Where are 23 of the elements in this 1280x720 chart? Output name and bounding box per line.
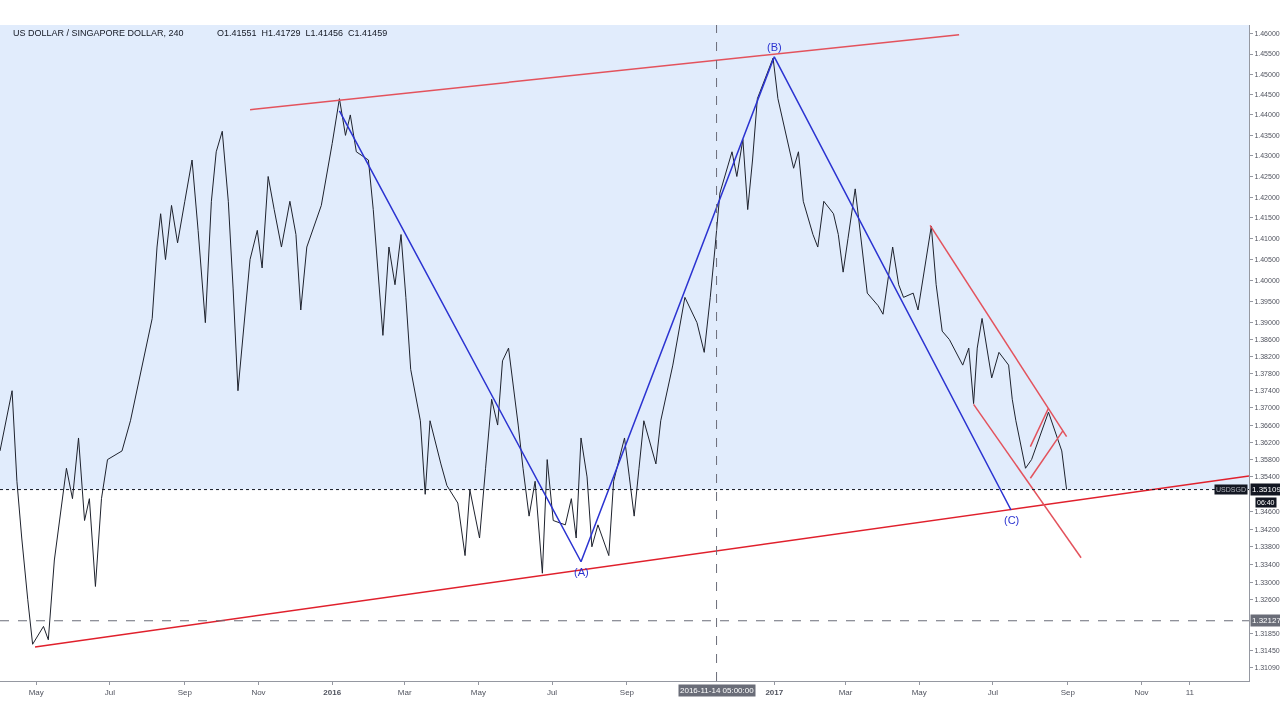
annotation: (B) xyxy=(767,41,782,53)
x-tick-label: Jul xyxy=(104,687,116,697)
chart-title: US DOLLAR / SINGAPORE DOLLAR, 240 xyxy=(13,28,184,39)
chart-subtitle: O1.41551 H1.41729 L1.41456 C1.41459 xyxy=(217,28,388,38)
x-tick-label: Sep xyxy=(619,687,635,697)
x-tick-label: Nov xyxy=(1134,687,1149,697)
x-tick-label: May xyxy=(28,687,44,697)
x-tick-label: 2016 xyxy=(323,687,342,697)
x-tick-label: Sep xyxy=(1060,687,1076,697)
annotation: (C) xyxy=(1004,514,1020,526)
x-tick-label: May xyxy=(911,687,927,697)
x-tick-label: Jul xyxy=(987,687,999,697)
x-tick-label: Mar xyxy=(838,687,853,697)
ref-line-label: 1.32127 xyxy=(1252,616,1280,625)
ref-line-label: 1.35109 xyxy=(1252,485,1280,494)
x-tick-label: Sep xyxy=(177,687,193,697)
x-tick-label: Jul xyxy=(546,687,558,697)
x-tick-label: May xyxy=(470,687,486,697)
x-tick-label: 11 xyxy=(1185,687,1195,697)
x-tick-label: Nov xyxy=(251,687,266,697)
ref-line-label: 2016-11-14 05:00:00 xyxy=(680,686,755,695)
x-tick-label: 2017 xyxy=(765,687,784,697)
x-tick-label: Mar xyxy=(397,687,412,697)
